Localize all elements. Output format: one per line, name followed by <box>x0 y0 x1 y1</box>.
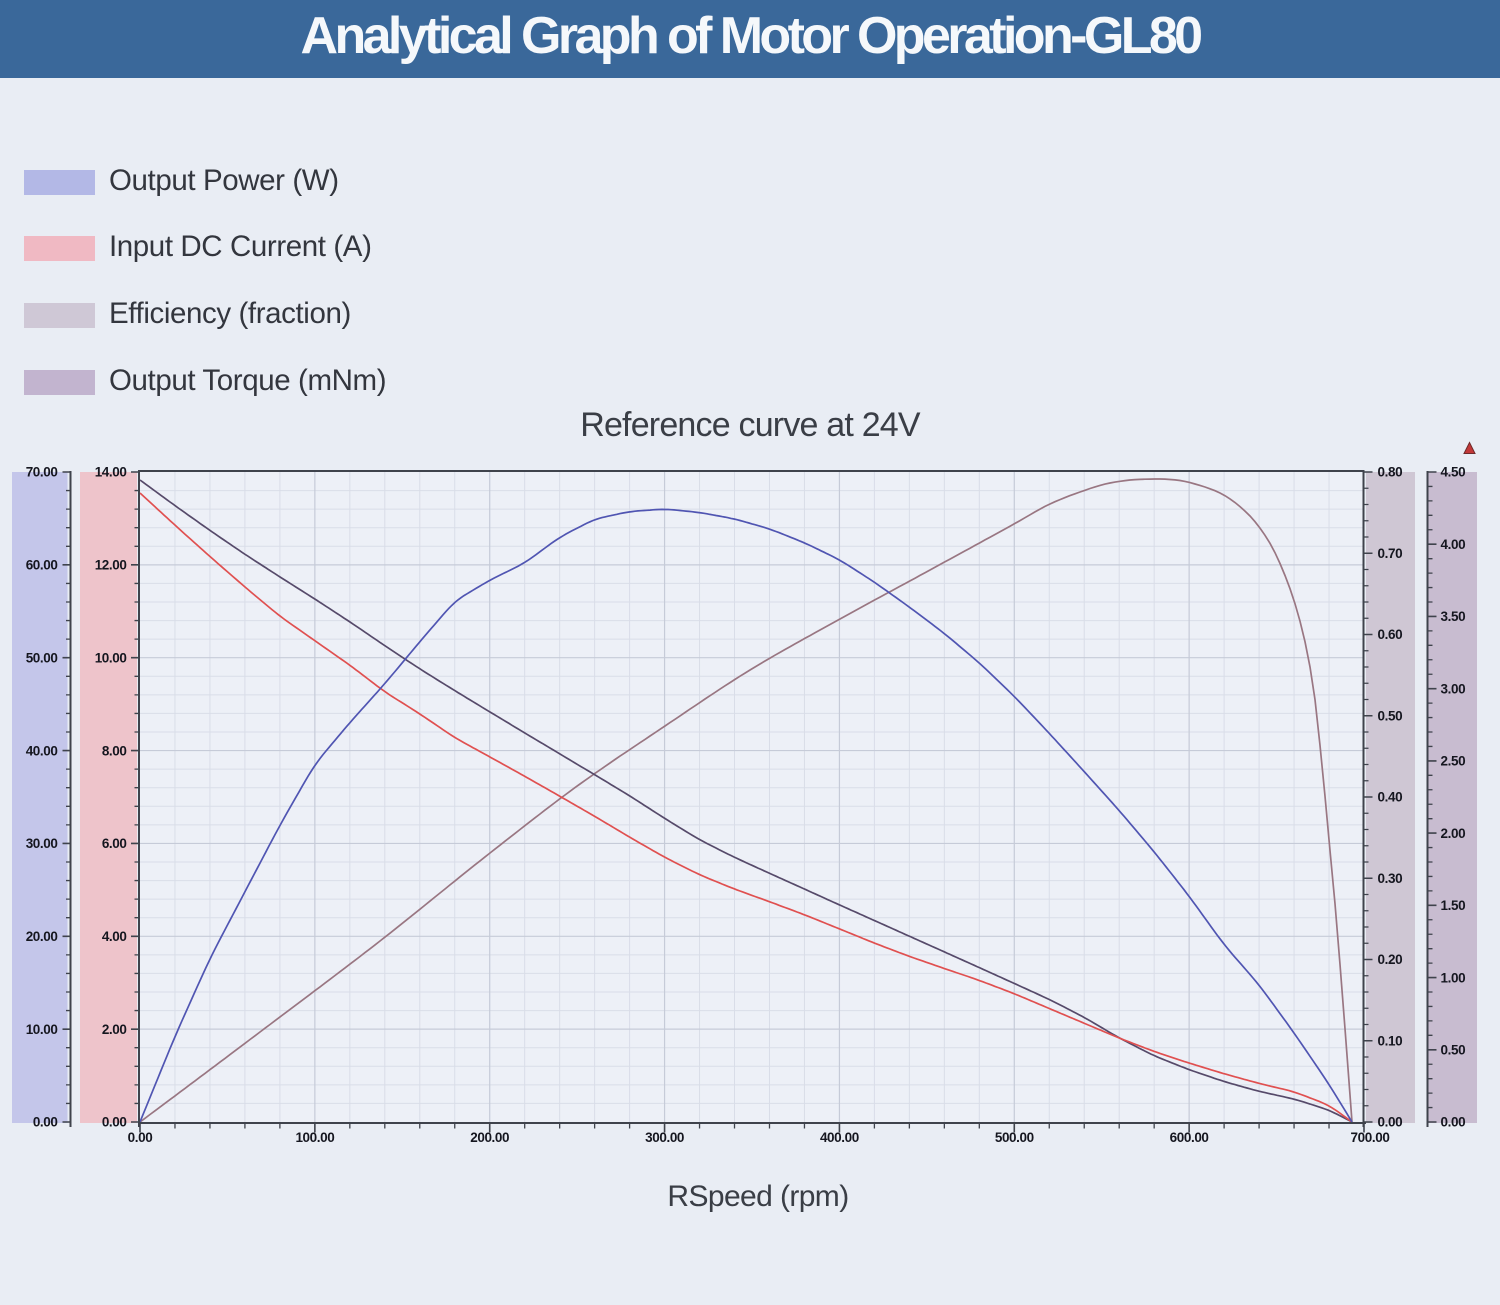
svg-text:200.00: 200.00 <box>470 1130 509 1145</box>
svg-text:8.00: 8.00 <box>102 743 127 758</box>
svg-text:4.00: 4.00 <box>102 929 127 944</box>
svg-text:500.00: 500.00 <box>995 1130 1034 1145</box>
svg-text:2.00: 2.00 <box>1441 826 1466 841</box>
svg-text:0.30: 0.30 <box>1378 871 1403 886</box>
svg-text:0.00: 0.00 <box>33 1115 58 1130</box>
svg-text:2.00: 2.00 <box>102 1022 127 1037</box>
svg-text:0.50: 0.50 <box>1378 709 1403 724</box>
svg-text:0.60: 0.60 <box>1378 627 1403 642</box>
svg-text:0.00: 0.00 <box>102 1115 127 1130</box>
svg-text:0.80: 0.80 <box>1378 465 1403 480</box>
svg-text:1.50: 1.50 <box>1441 898 1466 913</box>
svg-text:0.40: 0.40 <box>1378 790 1403 805</box>
svg-text:12.00: 12.00 <box>95 558 127 573</box>
svg-text:50.00: 50.00 <box>26 650 58 665</box>
svg-text:10.00: 10.00 <box>95 650 127 665</box>
svg-text:6.00: 6.00 <box>102 836 127 851</box>
svg-text:0.10: 0.10 <box>1378 1034 1403 1049</box>
svg-text:0.00: 0.00 <box>1441 1115 1466 1130</box>
svg-text:0.00: 0.00 <box>128 1130 153 1145</box>
svg-text:0.00: 0.00 <box>1378 1115 1403 1130</box>
svg-text:3.50: 3.50 <box>1441 609 1466 624</box>
svg-text:4.00: 4.00 <box>1441 537 1466 552</box>
svg-text:400.00: 400.00 <box>820 1130 859 1145</box>
svg-text:0.70: 0.70 <box>1378 546 1403 561</box>
svg-text:600.00: 600.00 <box>1170 1130 1209 1145</box>
svg-text:30.00: 30.00 <box>26 836 58 851</box>
svg-text:4.50: 4.50 <box>1441 465 1466 480</box>
svg-text:10.00: 10.00 <box>26 1022 58 1037</box>
svg-text:2.50: 2.50 <box>1441 754 1466 769</box>
svg-text:20.00: 20.00 <box>26 929 58 944</box>
svg-text:3.00: 3.00 <box>1441 681 1466 696</box>
svg-text:0.20: 0.20 <box>1378 952 1403 967</box>
svg-text:14.00: 14.00 <box>95 465 127 480</box>
svg-text:100.00: 100.00 <box>295 1130 334 1145</box>
svg-text:60.00: 60.00 <box>26 558 58 573</box>
svg-text:1.00: 1.00 <box>1441 970 1466 985</box>
svg-text:0.50: 0.50 <box>1441 1043 1466 1058</box>
svg-text:40.00: 40.00 <box>26 743 58 758</box>
svg-text:700.00: 700.00 <box>1351 1130 1390 1145</box>
svg-text:70.00: 70.00 <box>26 465 58 480</box>
svg-text:300.00: 300.00 <box>645 1130 684 1145</box>
